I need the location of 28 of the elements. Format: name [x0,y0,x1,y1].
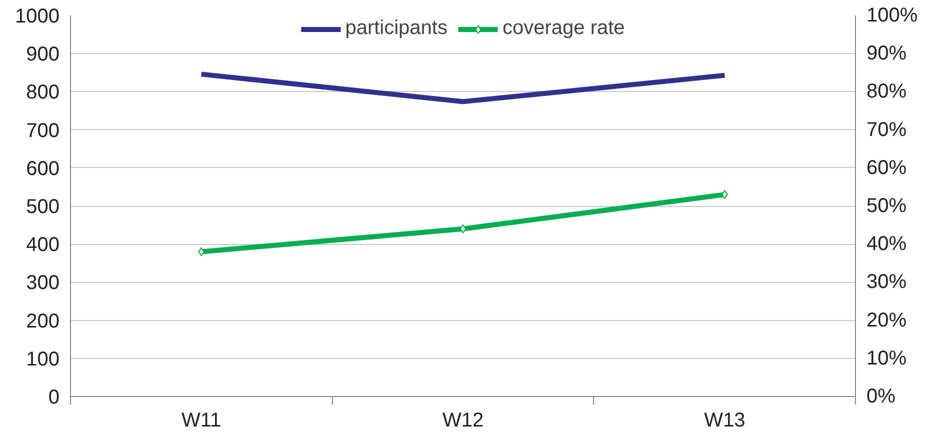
point [460,224,466,234]
x-tick-label: W11 [182,410,222,432]
y2-tick-label: 0% [866,386,896,408]
y2-tick-label: 70% [866,118,907,141]
y2-tick-label: 50% [866,195,907,217]
legend-label: participants [345,17,448,40]
y2-tick-label: 100% [866,4,918,26]
legend-label: coverage rate [502,17,625,40]
x-tick-label: W12 [442,410,484,432]
y2-tick-label: 20% [866,309,907,332]
y-tick-label: 900 [26,44,60,66]
y-tick-label: 300 [26,272,60,294]
x-tick-label: W13 [704,410,746,432]
y2-tick-label: 60% [866,156,907,179]
y-tick-label: 700 [26,120,60,142]
y-tick-label: 0 [48,386,60,408]
y-tick-label: 100 [26,348,60,370]
y2-tick-label: 80% [866,80,907,103]
y2-tick-label: 10% [866,347,907,370]
y-tick-label: 800 [26,82,60,104]
y-tick-label: 500 [26,196,60,218]
y-tick-label: 1000 [15,6,60,28]
y-tick-label: 600 [26,158,60,180]
y2-tick-label: 90% [866,42,907,65]
y2-tick-label: 30% [866,271,907,294]
y-tick-label: 200 [26,310,60,332]
y2-tick-label: 40% [866,233,907,256]
y-tick-label: 400 [26,234,60,256]
